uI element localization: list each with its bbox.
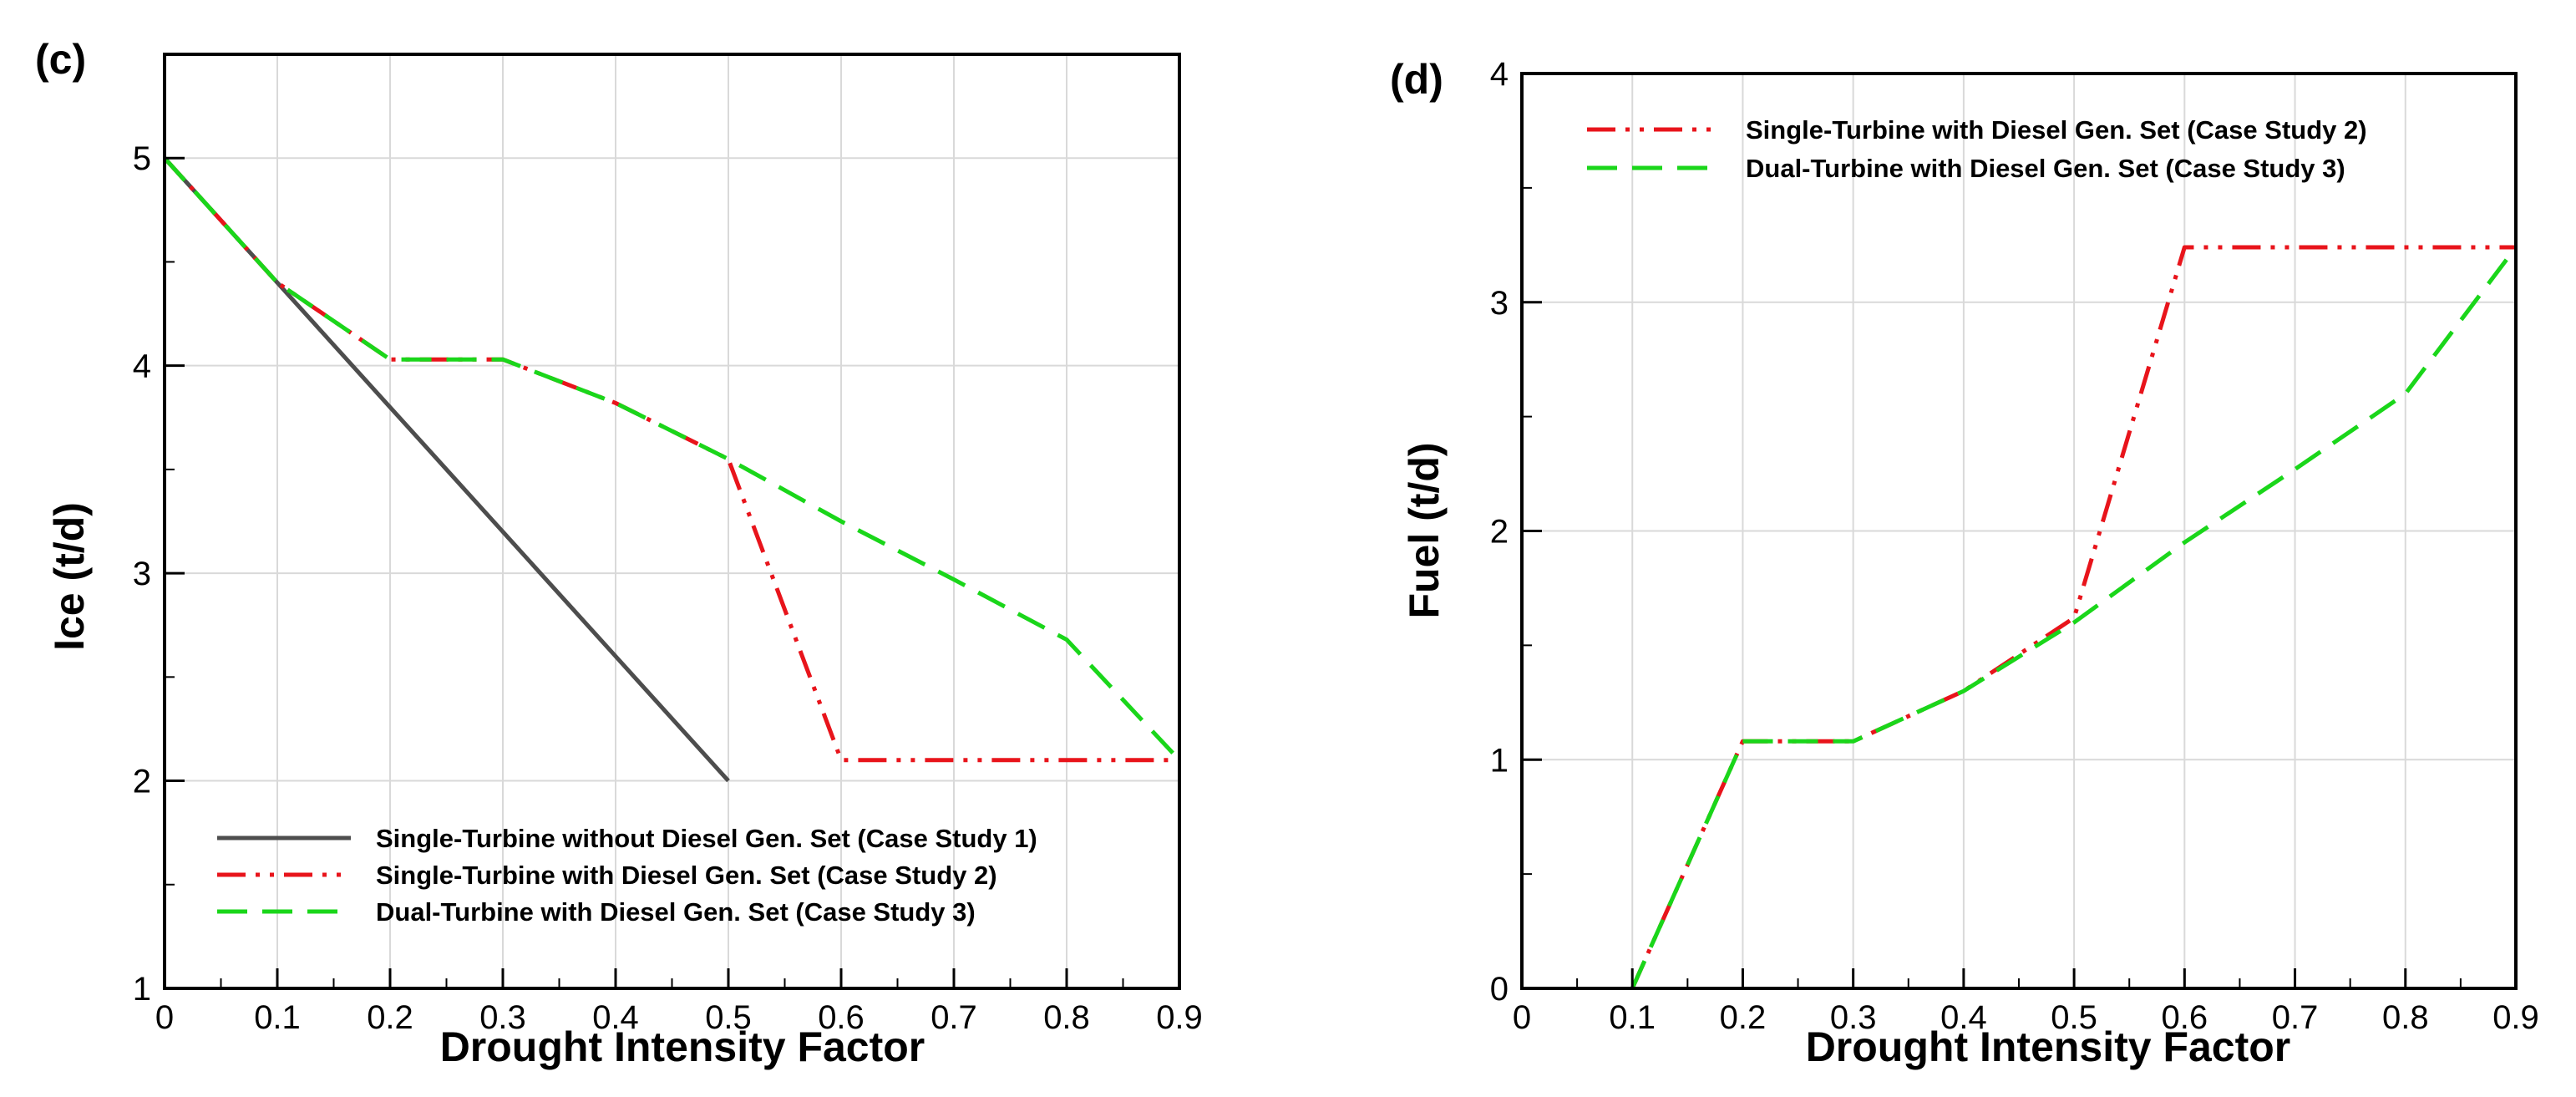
x-tick-label: 0.1 <box>1609 999 1656 1036</box>
legend-label: Single-Turbine with Diesel Gen. Set (Cas… <box>1746 115 2367 145</box>
legend: Single-Turbine with Diesel Gen. Set (Cas… <box>1587 115 2367 183</box>
y-tick-label: 4 <box>133 348 151 385</box>
x-tick-label: 0.6 <box>2162 999 2208 1036</box>
x-tick-label: 0.3 <box>479 999 526 1036</box>
y-tick-label: 1 <box>133 971 151 1008</box>
panel-label: (d) <box>1390 56 1443 103</box>
chart-panel-d: 0 0.1 0.2 0.3 0.4 0.5 0.6 0.7 0.8 0.9 0 1 2 3 4 (d) Dr… <box>1390 56 2539 1070</box>
x-tick-label: 0 <box>155 999 174 1036</box>
x-axis-title: Drought Intensity Factor <box>440 1023 925 1070</box>
x-tick-label: 0.7 <box>2272 999 2319 1036</box>
series-line-2 <box>1630 246 2518 990</box>
x-tick-label: 0.2 <box>1720 999 1767 1036</box>
x-tick-label: 0.2 <box>367 999 413 1036</box>
series-line-2 <box>163 156 1179 763</box>
y-tick-label: 5 <box>133 140 151 177</box>
x-tick-label: 0 <box>1513 999 1531 1036</box>
x-tick-label: 0.4 <box>1940 999 1987 1036</box>
y-axis-title: Fuel (t/d) <box>1401 442 1448 618</box>
x-tick-label: 0.8 <box>1043 999 1090 1036</box>
y-axis-title: Ice (t/d) <box>46 502 93 651</box>
x-tick-label: 0.6 <box>818 999 865 1036</box>
x-tick-label: 0.5 <box>2051 999 2097 1036</box>
y-tick-label: 3 <box>133 556 151 592</box>
x-axis-title: Drought Intensity Factor <box>1806 1023 2291 1070</box>
x-tick-label: 0.9 <box>1156 999 1203 1036</box>
y-tick-label: 3 <box>1490 285 1509 322</box>
chart-panel-c: 0 0.1 0.2 0.3 0.4 0.5 0.6 0.7 0.8 0.9 1 2 3 4 5 (c) Dr… <box>35 36 1203 1070</box>
series-line-1 <box>163 156 730 783</box>
series-line-3 <box>163 156 1181 762</box>
x-tick-label: 0.1 <box>254 999 301 1036</box>
x-tick-label: 0.7 <box>931 999 977 1036</box>
legend-label: Single-Turbine without Diesel Gen. Set (… <box>376 824 1037 853</box>
legend: Single-Turbine without Diesel Gen. Set (… <box>217 824 1037 927</box>
x-tick-label: 0.4 <box>592 999 639 1036</box>
legend-label: Dual-Turbine with Diesel Gen. Set (Case … <box>376 897 976 927</box>
y-tick-label: 0 <box>1490 971 1509 1008</box>
series-line-1 <box>1630 245 2516 990</box>
y-tick-label: 2 <box>133 764 151 800</box>
legend-label: Single-Turbine with Diesel Gen. Set (Cas… <box>376 861 997 890</box>
x-tick-label: 0.5 <box>705 999 752 1036</box>
y-tick-label: 2 <box>1490 514 1509 551</box>
y-tick-label: 4 <box>1490 56 1509 93</box>
panel-label: (c) <box>35 36 86 83</box>
x-tick-label: 0.8 <box>2382 999 2429 1036</box>
x-tick-label: 0.9 <box>2492 999 2539 1036</box>
y-tick-label: 1 <box>1490 742 1509 779</box>
legend-label: Dual-Turbine with Diesel Gen. Set (Case … <box>1746 154 2345 183</box>
x-tick-label: 0.3 <box>1830 999 1877 1036</box>
